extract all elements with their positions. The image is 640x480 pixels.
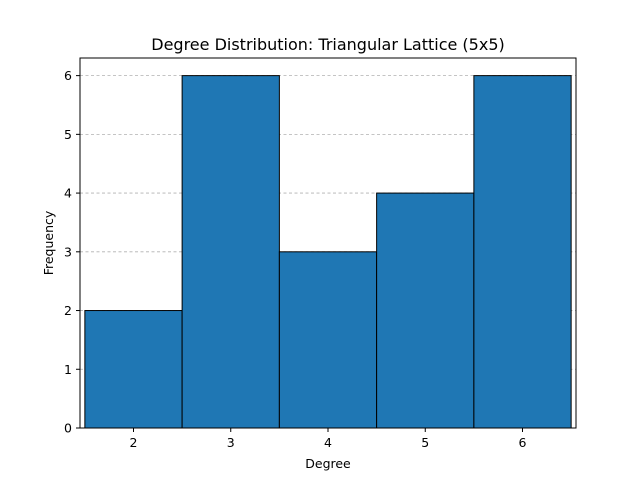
bar-degree-4 <box>278 251 378 429</box>
x-tick-label-3: 3 <box>227 435 235 450</box>
y-tick-label-3: 3 <box>64 244 72 259</box>
y-tick-label-4: 4 <box>64 186 72 201</box>
y-axis-ticks: 0 1 2 3 4 5 6 <box>64 68 80 436</box>
y-tick-label-1: 1 <box>64 362 72 377</box>
chart-title: Degree Distribution: Triangular Lattice … <box>151 35 505 54</box>
y-tick-label-0: 0 <box>64 421 72 436</box>
y-tick-label-6: 6 <box>64 68 72 83</box>
y-axis-label: Frequency <box>41 210 56 275</box>
x-tick-label-2: 2 <box>130 435 138 450</box>
bar-degree-2 <box>84 310 183 429</box>
x-tick-label-6: 6 <box>519 435 527 450</box>
y-tick-label-2: 2 <box>64 303 72 318</box>
x-tick-label-4: 4 <box>324 435 332 450</box>
bars-group <box>84 75 572 429</box>
x-axis-label: Degree <box>305 456 351 471</box>
bar-degree-6 <box>473 75 572 429</box>
x-tick-label-5: 5 <box>421 435 429 450</box>
y-tick-label-5: 5 <box>64 127 72 142</box>
bar-degree-3 <box>181 75 280 429</box>
bar-degree-5 <box>376 192 475 429</box>
x-axis-ticks: 2 3 4 5 6 <box>130 428 527 450</box>
